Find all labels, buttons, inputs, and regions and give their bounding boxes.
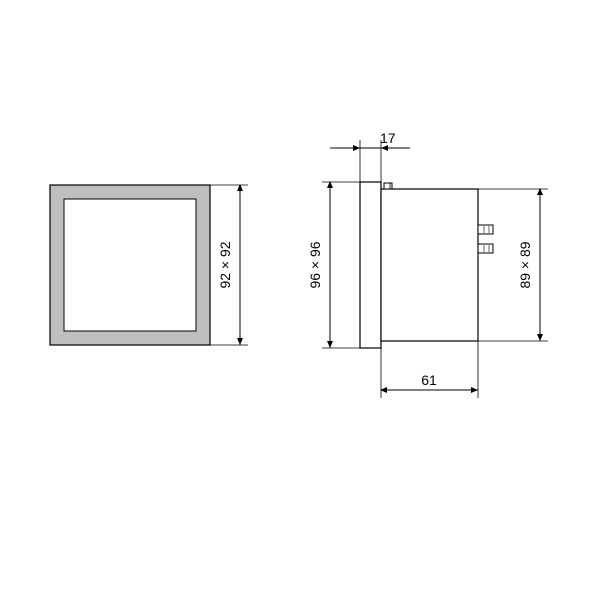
front-inner-window — [64, 199, 196, 331]
side-view: 17 61 96 × 96 89 × 89 — [307, 130, 548, 398]
body-housing — [381, 189, 478, 341]
flange-depth-label: 17 — [380, 130, 396, 146]
body-height-label: 89 × 89 — [517, 241, 533, 288]
flange-height-label: 96 × 96 — [307, 241, 323, 288]
connector-bottom — [478, 244, 493, 253]
top-clip — [384, 183, 392, 189]
front-dimension-label: 92 × 92 — [217, 241, 233, 288]
body-depth-label: 61 — [421, 372, 437, 388]
dimension-drawing: 92 × 92 17 61 96 × 96 — [0, 0, 600, 600]
flange-panel — [360, 182, 381, 348]
connector-top — [478, 225, 493, 234]
front-view: 92 × 92 — [50, 185, 248, 345]
